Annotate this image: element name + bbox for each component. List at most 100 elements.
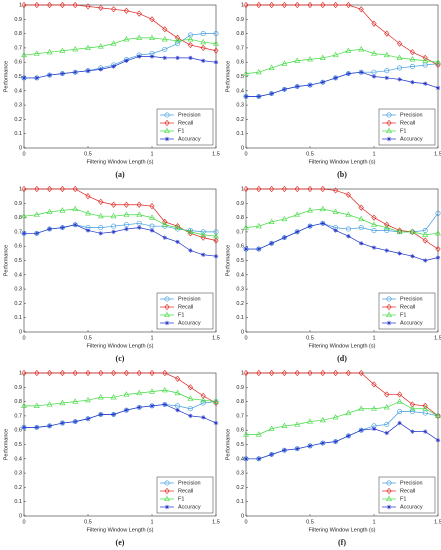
- marker: [187, 41, 193, 49]
- legend-label: F1: [178, 312, 184, 318]
- y-tick-label: 0.6: [236, 244, 244, 250]
- marker: [200, 229, 206, 235]
- y-tick-label: 0.3: [14, 287, 22, 293]
- marker: [333, 187, 339, 194]
- y-tick-label: 0.2: [14, 485, 22, 491]
- marker: [332, 208, 339, 214]
- marker: [410, 254, 415, 259]
- marker: [320, 369, 326, 377]
- marker: [435, 412, 441, 418]
- marker: [111, 6, 117, 13]
- marker: [85, 44, 91, 50]
- marker: [397, 420, 402, 426]
- marker: [346, 433, 351, 439]
- marker: [73, 419, 78, 424]
- caption: (b): [337, 170, 347, 179]
- x-tick-label: 1: [372, 151, 375, 157]
- marker: [59, 207, 66, 213]
- marker: [175, 239, 180, 245]
- x-tick-label: 1.5: [434, 519, 441, 525]
- x-axis-label: Filtering Window Length (s): [87, 343, 154, 349]
- marker: [269, 185, 275, 193]
- marker: [371, 20, 377, 27]
- y-tick-label: 0.1: [14, 315, 22, 321]
- marker: [59, 185, 65, 193]
- legend-label: F1: [400, 312, 406, 318]
- marker: [243, 224, 249, 230]
- y-tick-label: 0.6: [236, 60, 244, 66]
- marker: [386, 112, 392, 118]
- marker: [256, 369, 262, 377]
- marker: [85, 193, 91, 200]
- marker: [345, 211, 352, 217]
- x-axis-label: Filtering Window Length (s): [87, 159, 154, 165]
- marker: [124, 58, 129, 63]
- marker: [124, 407, 129, 413]
- marker: [137, 225, 142, 230]
- marker: [136, 201, 142, 208]
- x-tick-label: 1.5: [212, 335, 220, 341]
- y-tick-label: 1: [241, 2, 244, 8]
- y-tick-label: 0: [19, 145, 22, 151]
- marker: [345, 47, 352, 53]
- marker: [97, 212, 104, 219]
- legend-label: Accuracy: [400, 320, 423, 326]
- marker: [294, 57, 301, 63]
- y-tick-label: 0.8: [236, 31, 244, 37]
- marker: [409, 228, 416, 234]
- series-line: [24, 389, 217, 407]
- marker: [200, 231, 207, 237]
- x-tick-label: 1.5: [212, 151, 220, 157]
- y-tick-label: 0.2: [14, 301, 22, 307]
- marker: [149, 16, 155, 23]
- marker: [187, 406, 193, 412]
- marker: [200, 31, 206, 37]
- marker: [269, 241, 274, 246]
- marker: [137, 54, 142, 59]
- marker: [358, 405, 365, 411]
- marker: [149, 388, 155, 394]
- marker: [359, 428, 364, 433]
- legend-label: Precision: [178, 112, 201, 118]
- marker: [386, 311, 392, 318]
- marker: [371, 74, 377, 79]
- marker: [136, 211, 143, 217]
- legend-label: Accuracy: [178, 136, 201, 142]
- marker: [255, 431, 262, 437]
- marker: [409, 228, 415, 236]
- marker: [345, 1, 351, 9]
- marker: [268, 64, 275, 70]
- marker: [256, 185, 262, 193]
- x-tick-label: 1.5: [434, 335, 441, 341]
- marker: [319, 54, 326, 60]
- marker: [164, 480, 170, 486]
- marker: [123, 391, 130, 397]
- marker: [307, 56, 313, 62]
- marker: [164, 495, 170, 502]
- series-line: [246, 422, 439, 460]
- marker: [137, 405, 142, 410]
- marker: [319, 416, 326, 423]
- x-tick-label: 0.5: [306, 519, 314, 525]
- marker: [73, 70, 78, 75]
- marker: [46, 48, 53, 55]
- marker: [123, 7, 129, 14]
- marker: [256, 1, 262, 9]
- legend-label: Recall: [400, 488, 415, 494]
- marker: [213, 420, 219, 426]
- marker: [386, 296, 392, 302]
- marker: [21, 185, 27, 193]
- y-axis-label: Performance: [3, 429, 9, 461]
- marker: [111, 229, 116, 235]
- marker: [149, 34, 155, 40]
- marker: [200, 396, 207, 403]
- marker: [164, 504, 170, 510]
- x-tick-label: 0.5: [84, 519, 92, 525]
- marker: [162, 235, 167, 240]
- marker: [409, 401, 415, 408]
- y-tick-label: 0.2: [236, 485, 244, 491]
- marker: [345, 226, 351, 232]
- marker: [33, 50, 40, 56]
- marker: [410, 429, 415, 434]
- marker: [136, 34, 143, 40]
